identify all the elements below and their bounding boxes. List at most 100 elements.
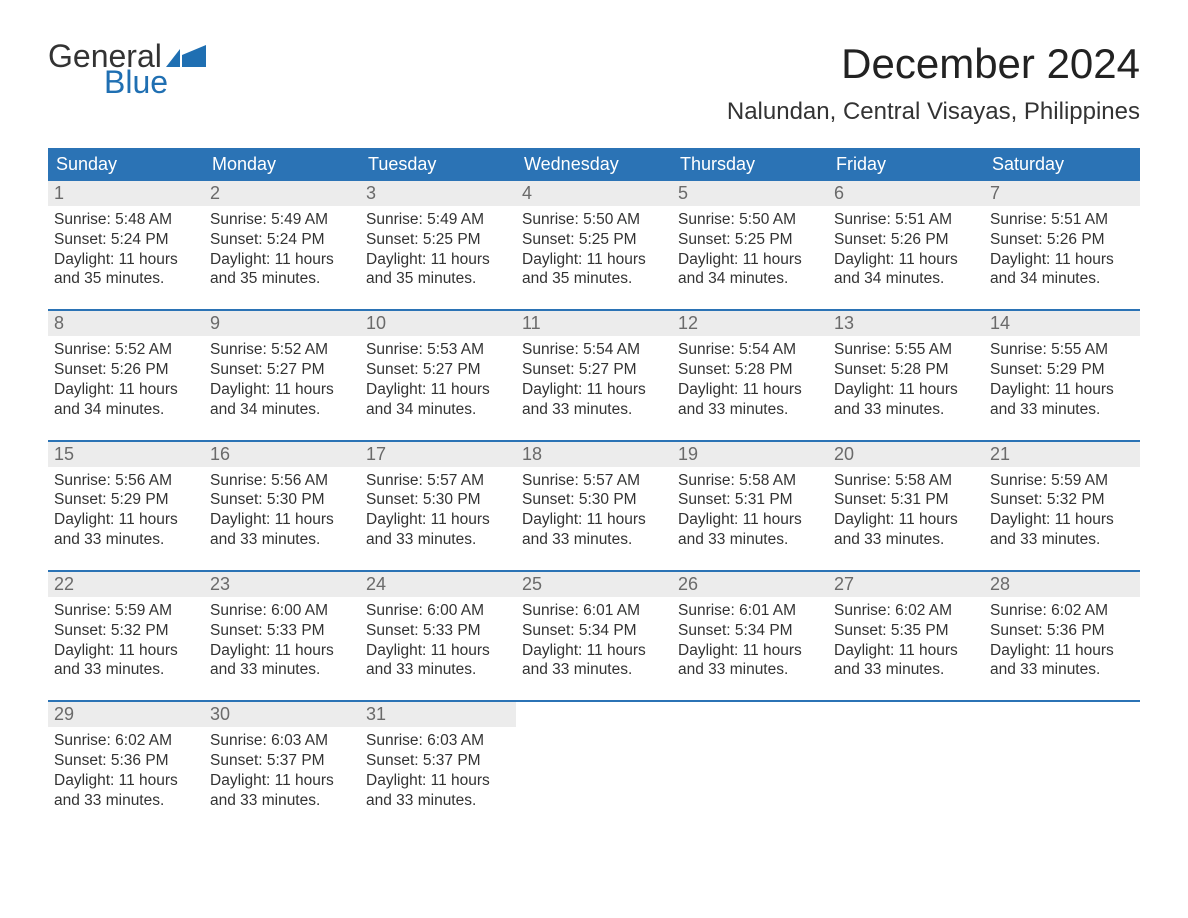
daylight-text: Daylight: 11 hours and 35 minutes. xyxy=(366,250,510,290)
daylight-text: Daylight: 11 hours and 33 minutes. xyxy=(54,641,198,681)
daylight-text: Daylight: 11 hours and 33 minutes. xyxy=(522,380,666,420)
sunrise-text: Sunrise: 5:55 AM xyxy=(834,340,978,360)
day-body: Sunrise: 6:00 AMSunset: 5:33 PMDaylight:… xyxy=(204,597,360,686)
daylight-text: Daylight: 11 hours and 34 minutes. xyxy=(990,250,1134,290)
day-cell: 20Sunrise: 5:58 AMSunset: 5:31 PMDayligh… xyxy=(828,442,984,556)
day-header: Friday xyxy=(828,148,984,181)
day-number: 12 xyxy=(672,311,828,336)
day-cell: 23Sunrise: 6:00 AMSunset: 5:33 PMDayligh… xyxy=(204,572,360,686)
daylight-text: Daylight: 11 hours and 33 minutes. xyxy=(834,380,978,420)
sunset-text: Sunset: 5:26 PM xyxy=(54,360,198,380)
day-number: 27 xyxy=(828,572,984,597)
day-body: Sunrise: 6:02 AMSunset: 5:36 PMDaylight:… xyxy=(984,597,1140,686)
sunset-text: Sunset: 5:37 PM xyxy=(366,751,510,771)
day-number: 31 xyxy=(360,702,516,727)
day-cell: 5Sunrise: 5:50 AMSunset: 5:25 PMDaylight… xyxy=(672,181,828,295)
day-header: Thursday xyxy=(672,148,828,181)
month-title: December 2024 xyxy=(727,40,1140,88)
day-body: Sunrise: 5:52 AMSunset: 5:26 PMDaylight:… xyxy=(48,336,204,425)
calendar: SundayMondayTuesdayWednesdayThursdayFrid… xyxy=(48,148,1140,817)
daylight-text: Daylight: 11 hours and 33 minutes. xyxy=(366,510,510,550)
day-cell: 18Sunrise: 5:57 AMSunset: 5:30 PMDayligh… xyxy=(516,442,672,556)
week-row: 8Sunrise: 5:52 AMSunset: 5:26 PMDaylight… xyxy=(48,309,1140,425)
day-body: Sunrise: 5:55 AMSunset: 5:29 PMDaylight:… xyxy=(984,336,1140,425)
sunrise-text: Sunrise: 5:57 AM xyxy=(366,471,510,491)
sunrise-text: Sunrise: 5:54 AM xyxy=(522,340,666,360)
day-cell: 14Sunrise: 5:55 AMSunset: 5:29 PMDayligh… xyxy=(984,311,1140,425)
sunset-text: Sunset: 5:25 PM xyxy=(678,230,822,250)
sunset-text: Sunset: 5:26 PM xyxy=(990,230,1134,250)
daylight-text: Daylight: 11 hours and 33 minutes. xyxy=(210,771,354,811)
sunset-text: Sunset: 5:28 PM xyxy=(678,360,822,380)
sunset-text: Sunset: 5:29 PM xyxy=(990,360,1134,380)
sunrise-text: Sunrise: 5:51 AM xyxy=(834,210,978,230)
sunset-text: Sunset: 5:34 PM xyxy=(678,621,822,641)
sunset-text: Sunset: 5:30 PM xyxy=(522,490,666,510)
day-body: Sunrise: 6:01 AMSunset: 5:34 PMDaylight:… xyxy=(672,597,828,686)
logo: General Blue xyxy=(48,40,206,98)
sunrise-text: Sunrise: 5:59 AM xyxy=(990,471,1134,491)
day-number: 1 xyxy=(48,181,204,206)
day-number: 5 xyxy=(672,181,828,206)
sunset-text: Sunset: 5:28 PM xyxy=(834,360,978,380)
day-number: 14 xyxy=(984,311,1140,336)
sunrise-text: Sunrise: 6:03 AM xyxy=(210,731,354,751)
day-body: Sunrise: 5:54 AMSunset: 5:27 PMDaylight:… xyxy=(516,336,672,425)
sunset-text: Sunset: 5:33 PM xyxy=(366,621,510,641)
sunset-text: Sunset: 5:33 PM xyxy=(210,621,354,641)
daylight-text: Daylight: 11 hours and 34 minutes. xyxy=(678,250,822,290)
sunrise-text: Sunrise: 5:50 AM xyxy=(522,210,666,230)
sunrise-text: Sunrise: 5:49 AM xyxy=(210,210,354,230)
day-cell: 21Sunrise: 5:59 AMSunset: 5:32 PMDayligh… xyxy=(984,442,1140,556)
sunrise-text: Sunrise: 5:51 AM xyxy=(990,210,1134,230)
day-body: Sunrise: 6:03 AMSunset: 5:37 PMDaylight:… xyxy=(204,727,360,816)
day-header: Saturday xyxy=(984,148,1140,181)
sunrise-text: Sunrise: 5:49 AM xyxy=(366,210,510,230)
sunrise-text: Sunrise: 6:02 AM xyxy=(54,731,198,751)
day-body: Sunrise: 5:57 AMSunset: 5:30 PMDaylight:… xyxy=(360,467,516,556)
sunrise-text: Sunrise: 6:01 AM xyxy=(522,601,666,621)
day-number: 29 xyxy=(48,702,204,727)
day-cell xyxy=(516,702,672,816)
daylight-text: Daylight: 11 hours and 33 minutes. xyxy=(366,641,510,681)
location: Nalundan, Central Visayas, Philippines xyxy=(727,98,1140,126)
sunset-text: Sunset: 5:25 PM xyxy=(522,230,666,250)
daylight-text: Daylight: 11 hours and 33 minutes. xyxy=(834,641,978,681)
day-cell: 27Sunrise: 6:02 AMSunset: 5:35 PMDayligh… xyxy=(828,572,984,686)
day-number: 11 xyxy=(516,311,672,336)
sunset-text: Sunset: 5:25 PM xyxy=(366,230,510,250)
day-cell: 3Sunrise: 5:49 AMSunset: 5:25 PMDaylight… xyxy=(360,181,516,295)
day-number: 25 xyxy=(516,572,672,597)
sunrise-text: Sunrise: 5:56 AM xyxy=(54,471,198,491)
daylight-text: Daylight: 11 hours and 33 minutes. xyxy=(990,641,1134,681)
sunrise-text: Sunrise: 5:48 AM xyxy=(54,210,198,230)
day-cell: 16Sunrise: 5:56 AMSunset: 5:30 PMDayligh… xyxy=(204,442,360,556)
day-number: 23 xyxy=(204,572,360,597)
daylight-text: Daylight: 11 hours and 33 minutes. xyxy=(990,510,1134,550)
week-row: 15Sunrise: 5:56 AMSunset: 5:29 PMDayligh… xyxy=(48,440,1140,556)
day-body: Sunrise: 6:01 AMSunset: 5:34 PMDaylight:… xyxy=(516,597,672,686)
sunset-text: Sunset: 5:26 PM xyxy=(834,230,978,250)
day-number: 4 xyxy=(516,181,672,206)
day-body: Sunrise: 5:51 AMSunset: 5:26 PMDaylight:… xyxy=(828,206,984,295)
day-cell xyxy=(828,702,984,816)
day-cell: 31Sunrise: 6:03 AMSunset: 5:37 PMDayligh… xyxy=(360,702,516,816)
day-cell: 15Sunrise: 5:56 AMSunset: 5:29 PMDayligh… xyxy=(48,442,204,556)
day-number: 17 xyxy=(360,442,516,467)
daylight-text: Daylight: 11 hours and 34 minutes. xyxy=(210,380,354,420)
day-body: Sunrise: 5:55 AMSunset: 5:28 PMDaylight:… xyxy=(828,336,984,425)
sunset-text: Sunset: 5:37 PM xyxy=(210,751,354,771)
day-body: Sunrise: 5:56 AMSunset: 5:29 PMDaylight:… xyxy=(48,467,204,556)
day-body: Sunrise: 5:48 AMSunset: 5:24 PMDaylight:… xyxy=(48,206,204,295)
sunrise-text: Sunrise: 6:02 AM xyxy=(834,601,978,621)
day-cell: 10Sunrise: 5:53 AMSunset: 5:27 PMDayligh… xyxy=(360,311,516,425)
day-number: 15 xyxy=(48,442,204,467)
sunrise-text: Sunrise: 5:53 AM xyxy=(366,340,510,360)
day-body: Sunrise: 5:54 AMSunset: 5:28 PMDaylight:… xyxy=(672,336,828,425)
sunrise-text: Sunrise: 5:56 AM xyxy=(210,471,354,491)
day-body: Sunrise: 5:59 AMSunset: 5:32 PMDaylight:… xyxy=(984,467,1140,556)
day-body: Sunrise: 6:02 AMSunset: 5:36 PMDaylight:… xyxy=(48,727,204,816)
sunrise-text: Sunrise: 6:02 AM xyxy=(990,601,1134,621)
sunset-text: Sunset: 5:29 PM xyxy=(54,490,198,510)
sunset-text: Sunset: 5:24 PM xyxy=(54,230,198,250)
